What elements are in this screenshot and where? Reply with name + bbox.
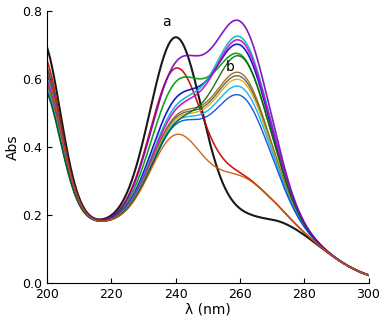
Text: a: a <box>162 15 170 29</box>
X-axis label: λ (nm): λ (nm) <box>185 302 231 317</box>
Text: b: b <box>226 60 235 74</box>
Y-axis label: Abs: Abs <box>5 134 20 160</box>
